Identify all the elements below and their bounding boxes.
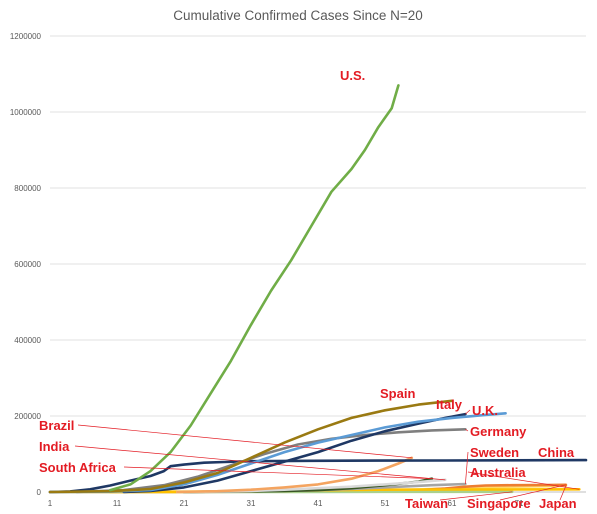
y-tick-label: 800000 <box>14 184 41 193</box>
annotation-japan: Japan <box>539 496 577 511</box>
annotation-singapore: Singapore <box>467 496 531 511</box>
leader-line-taiwan <box>439 491 513 501</box>
series-line-u-k <box>122 412 467 494</box>
annotation-u-s: U.S. <box>340 68 365 83</box>
series-line-germany <box>75 427 467 494</box>
leader-line-brazil <box>77 424 412 459</box>
x-tick-label: 61 <box>448 499 457 508</box>
annotation-italy: Italy <box>436 397 463 412</box>
annotation-leaders <box>74 409 580 501</box>
annotation-china: China <box>538 445 575 460</box>
chart-title: Cumulative Confirmed Cases Since N=20 <box>173 8 423 23</box>
annotation-brazil: Brazil <box>39 418 74 433</box>
x-tick-label: 31 <box>247 499 256 508</box>
leader-line-singapore <box>499 484 566 501</box>
leader-line-germany <box>465 429 469 432</box>
y-tick-label: 600000 <box>14 260 41 269</box>
y-tick-label: 1000000 <box>10 108 42 117</box>
leader-line-u-k <box>465 409 471 415</box>
annotations: U.S. Spain Italy U.K. Germany Brazil India Sout… <box>39 68 577 511</box>
y-axis-ticks: 0 200000 400000 600000 800000 1000000 1200000 <box>10 32 42 497</box>
leader-line-south-africa <box>123 466 432 480</box>
annotation-sweden: Sweden <box>470 445 519 460</box>
series-line-spain <box>48 399 454 494</box>
series-line-brazil <box>176 456 414 494</box>
annotation-germany: Germany <box>470 424 527 439</box>
y-tick-label: 400000 <box>14 336 41 345</box>
x-tick-label: 1 <box>48 499 53 508</box>
annotation-taiwan: Taiwan <box>405 496 448 511</box>
y-tick-label: 200000 <box>14 412 41 421</box>
x-tick-label: 71 <box>515 499 524 508</box>
leader-line-sweden <box>465 451 469 485</box>
leader-line-japan <box>559 485 567 501</box>
leader-line-australia <box>467 471 580 490</box>
series-line-china <box>48 458 588 494</box>
x-tick-label: 11 <box>113 499 122 508</box>
series-line-u-s <box>109 84 400 492</box>
annotation-south-africa: South Africa <box>39 460 117 475</box>
x-tick-label: 51 <box>381 499 390 508</box>
annotation-u-k: U.K. <box>472 403 498 418</box>
leader-line-india <box>74 445 446 481</box>
annotation-spain: Spain <box>380 386 415 401</box>
y-tick-label: 1200000 <box>10 32 42 41</box>
annotation-australia: Australia <box>470 465 526 480</box>
y-tick-label: 0 <box>37 488 42 497</box>
annotation-india: India <box>39 439 70 454</box>
x-axis-ticks: 1 11 21 31 41 51 61 71 <box>48 499 524 508</box>
series-lines <box>48 84 588 494</box>
x-tick-label: 21 <box>180 499 189 508</box>
x-tick-label: 41 <box>314 499 323 508</box>
